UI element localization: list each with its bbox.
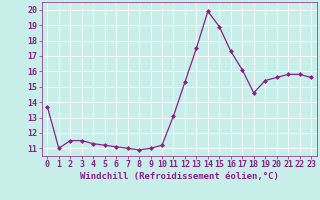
X-axis label: Windchill (Refroidissement éolien,°C): Windchill (Refroidissement éolien,°C) <box>80 172 279 181</box>
